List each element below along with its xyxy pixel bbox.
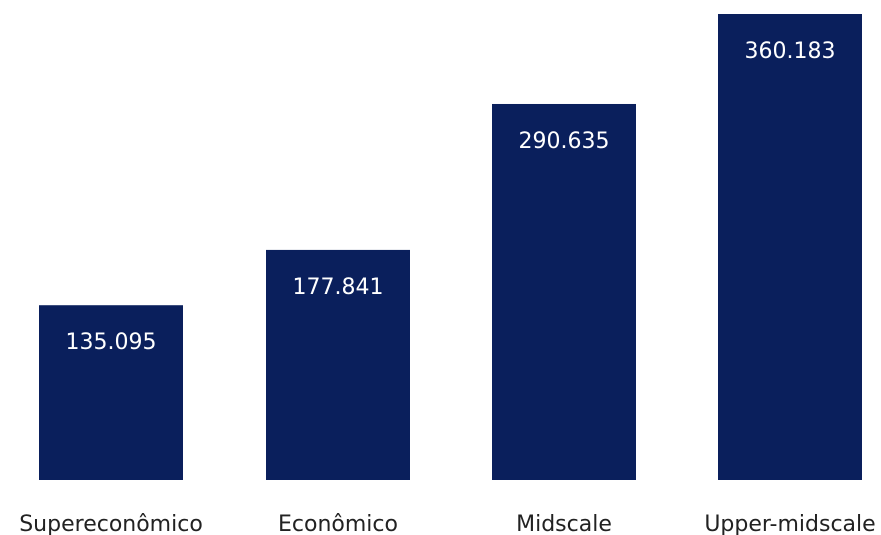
category-labels-group: Supereconômico Econômico Midscale Upper-mid… bbox=[19, 512, 875, 535]
bar-2 bbox=[266, 249, 410, 480]
category-label-2: Econômico bbox=[278, 512, 398, 535]
bar-4 bbox=[718, 14, 862, 480]
bar-1 bbox=[39, 305, 183, 480]
value-labels-group: 135.095 177.841 290.635 360.183 bbox=[66, 39, 836, 355]
category-label-1: Supereconômico bbox=[19, 512, 203, 535]
value-label-1: 135.095 bbox=[66, 330, 157, 355]
bars-group bbox=[39, 14, 862, 480]
category-label-4: Upper-midscale bbox=[704, 512, 875, 535]
category-label-3: Midscale bbox=[516, 512, 612, 535]
value-label-2: 177.841 bbox=[293, 275, 384, 300]
value-label-3: 290.635 bbox=[519, 129, 610, 154]
bar-3 bbox=[492, 103, 636, 480]
value-label-4: 360.183 bbox=[745, 39, 836, 64]
